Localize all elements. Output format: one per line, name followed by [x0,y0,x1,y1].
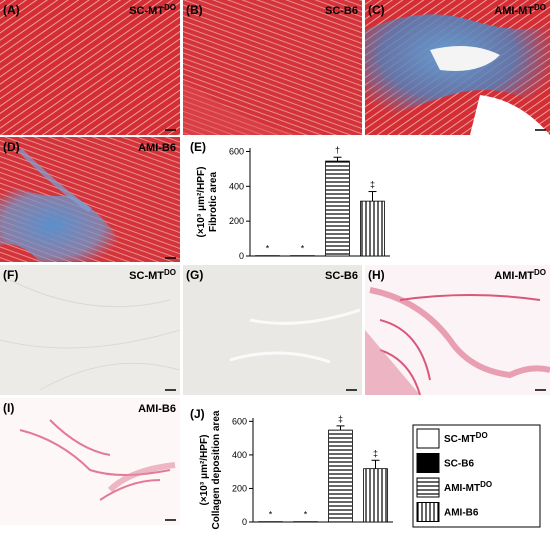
micrograph-h [365,265,550,396]
significance-mark: * [304,510,308,520]
y-tick-label: 0 [239,251,244,261]
y-tick-label: 600 [229,146,244,156]
panel-title: SC-B6 [325,270,358,282]
legend-label: SC-B6 [444,459,474,470]
significance-mark: * [269,510,273,520]
panel-letter: (A) [3,3,20,17]
panel-title-text: SC-MT [129,5,164,17]
panel-title-text: AMI-B6 [138,403,176,415]
micrograph-b [183,0,362,135]
legend-label-text: AMI-MT [444,483,480,494]
bar [325,160,350,257]
panel-title-text: AMI-MT [494,270,534,282]
legend-label-text: AMI-B6 [444,508,479,519]
legend-label: AMI-B6 [444,508,479,519]
y-axis-label: Fibrotic area [208,172,219,232]
legend-swatch [416,477,440,498]
y-axis-label: Collagen deposition area [211,410,222,529]
panel-letter: (B) [186,3,203,17]
significance-mark: ‡ [373,448,378,458]
legend-label-sup: DO [480,480,492,489]
y-axis-label: (×10³ μm²/HPF) [199,435,210,506]
y-tick-label: 400 [232,450,247,460]
panel-title: AMI-B6 [138,142,176,154]
panel-title-sup: DO [534,3,546,12]
bar [328,429,353,523]
micrograph-d [0,137,180,262]
y-tick-label: 600 [232,416,247,426]
panel-title: SC-MTDO [129,268,176,283]
panel-title: AMI-MTDO [494,268,546,283]
panel-title: AMI-MTDO [494,3,546,18]
panel-title-sup: DO [164,268,176,277]
significance-mark: † [335,145,340,155]
legend-label: SC-MTDO [444,431,488,446]
significance-mark: * [266,244,270,254]
significance-mark: ‡ [370,180,375,190]
micrograph-c [365,0,550,135]
panel-letter: (D) [3,140,20,154]
bar [360,200,385,257]
panel-letter: (E) [190,140,206,154]
panel-letter: (J) [190,407,205,421]
panel-title: SC-B6 [325,5,358,17]
legend-label-sup: DO [476,431,488,440]
panel-title: SC-MTDO [129,3,176,18]
panel-letter: (F) [3,268,18,282]
panel-title: AMI-B6 [138,403,176,415]
y-tick-label: 200 [232,483,247,493]
panel-title-text: SC-MT [129,270,164,282]
y-axis-label: (×10³ μm²/HPF) [196,167,207,238]
panel-letter: (C) [368,3,385,17]
legend-swatch [416,428,440,449]
legend-label-text: SC-B6 [444,459,474,470]
panel-title-text: SC-B6 [325,5,358,17]
micrograph-i [0,398,180,525]
legend-label-text: SC-MT [444,434,476,445]
panel-title-text: AMI-MT [494,5,534,17]
panel-letter: (G) [186,268,203,282]
panel-letter: (H) [368,268,385,282]
micrograph-a [0,0,180,135]
micrograph-f [0,265,181,395]
y-tick-label: 0 [242,517,247,527]
panel-title-text: SC-B6 [325,270,358,282]
significance-mark: ‡ [338,414,343,424]
legend-label: AMI-MTDO [444,480,492,495]
legend-swatch [416,453,440,473]
panel-title-sup: DO [164,3,176,12]
panel-letter: (I) [3,401,14,415]
y-tick-label: 400 [229,181,244,191]
significance-mark: * [301,244,305,254]
bar [363,468,388,523]
panel-title-sup: DO [534,268,546,277]
legend-swatch [416,502,440,522]
y-tick-label: 200 [229,216,244,226]
panel-title-text: AMI-B6 [138,142,176,154]
micrograph-g [183,265,362,395]
